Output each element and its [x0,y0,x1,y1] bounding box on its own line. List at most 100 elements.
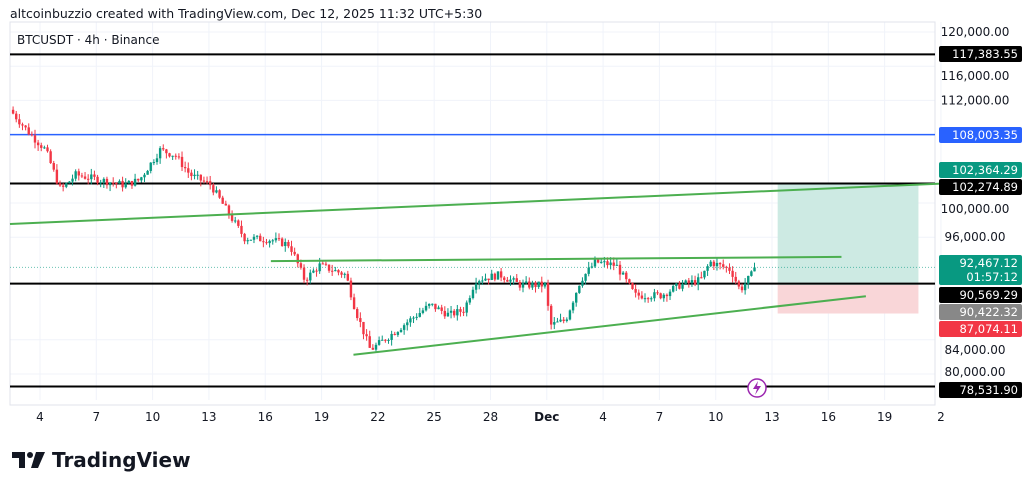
candle-body [265,242,268,244]
candle-body [671,285,675,292]
candle-body [687,280,691,283]
price-tick-label: 120,000.00 [941,25,1010,39]
candle-body [396,332,400,335]
time-tick-label: 4 [599,410,607,424]
candle-body [528,281,531,288]
candle-body [640,295,644,299]
trend-line [9,182,942,225]
candle-body [521,283,525,288]
candle-body [36,142,40,146]
candle-body [471,289,475,299]
candle-body [568,310,572,320]
price-tick-label: 96,000.00 [944,230,1005,244]
candle-body [118,180,121,184]
candle-body [534,282,537,288]
tradingview-logo[interactable]: TradingView [12,448,191,472]
candle-body [180,156,184,168]
candle-body [465,302,468,313]
candles [11,106,756,352]
candle-body [600,261,603,263]
candle-body [459,309,462,312]
candle-body [700,277,703,279]
price-tick-label: 84,000.00 [944,343,1005,357]
candle-body [177,156,181,158]
time-tick-label: 19 [314,410,329,424]
candle-body [199,174,202,181]
candle-body [43,147,46,149]
candle-body [40,145,43,148]
candle-body [365,334,368,337]
entry-price-tag-text: 90,422.32 [959,305,1018,319]
candle-body [24,125,27,128]
candle-body [621,272,625,275]
candle-body [52,163,55,170]
candle-body [734,276,737,282]
time-tick-label: 10 [708,410,723,424]
candle-body [565,319,569,322]
candle-body [277,238,281,240]
candle-body [424,305,428,311]
level-price-tag: 108,003.35 [939,127,1022,143]
candle-body [174,155,177,157]
candle-body [712,261,716,267]
candle-body [280,238,284,247]
candle-body [349,280,353,298]
price-tick-label: 112,000.00 [941,93,1010,107]
candle-body [659,293,662,299]
candle-body [158,148,162,159]
candle-body [556,321,559,323]
candle-body [612,262,615,266]
candle-body [481,280,484,282]
chart-credit: altcoinbuzzio created with TradingView.c… [10,6,483,21]
candle-body [133,178,137,186]
level-price-tag-text: 102,274.89 [952,180,1018,194]
candle-body [315,270,318,272]
candle-body [246,240,249,242]
candle-body [462,311,465,313]
candle-body [309,272,312,281]
level-price-tag: 102,274.89 [939,179,1022,195]
candle-body [518,281,522,288]
candle-body [515,278,518,282]
candle-body [706,266,709,271]
candle-body [665,294,669,297]
candle-body [11,109,15,114]
candle-body [427,303,431,306]
candle-body [478,281,481,284]
time-tick-label: 16 [258,410,273,424]
tradingview-logo-icon [12,452,45,468]
candle-body [18,119,21,125]
candle-body [484,278,487,281]
candle-body [393,333,396,335]
candle-body [740,286,744,291]
candle-body [512,278,515,280]
candle-body [165,149,168,154]
candle-body [377,340,381,345]
candle-body [33,135,37,143]
candle-body [718,262,722,265]
candle-body [140,177,143,181]
candle-body [68,181,71,184]
candle-body [656,292,659,294]
candle-body [406,322,409,326]
position-profit-zone [777,182,919,285]
candle-body [747,275,750,284]
candle-body [243,233,246,242]
candle-body [615,264,619,266]
candle-body [402,325,406,330]
candle-body [625,272,628,280]
candle-body [293,251,296,255]
candle-body [531,282,534,288]
candle-body [587,267,590,274]
time-tick-label: Dec [534,410,559,424]
candle-body [421,310,425,313]
candle-body [115,183,118,185]
candle-body [509,279,512,282]
countdown: 01:57:12 [966,270,1018,284]
candle-body [152,162,156,164]
candle-body [606,261,609,266]
candle-body [162,148,165,150]
stop-price-tag-text: 87,074.11 [959,322,1018,336]
candle-body [183,167,187,169]
